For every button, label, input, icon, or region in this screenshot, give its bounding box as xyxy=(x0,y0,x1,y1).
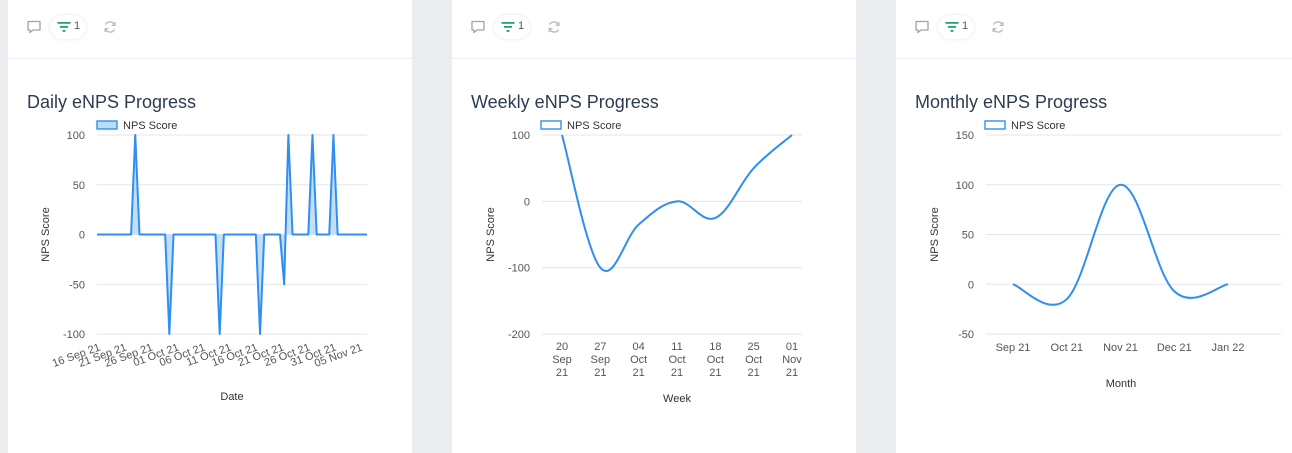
x-tick-label: Oct 21 xyxy=(1051,342,1083,354)
filter-button[interactable]: 1 xyxy=(50,15,86,39)
monthly-chart-card: 1 Monthly eNPS Progress 150 100 50 0 -50 NPS … xyxy=(896,0,1292,453)
x-tick-label: 21 xyxy=(594,367,606,379)
y-tick-label: 50 xyxy=(962,230,974,242)
x-axis-label: Week xyxy=(663,393,691,405)
comment-icon[interactable] xyxy=(470,19,486,35)
y-axis-label: NPS Score xyxy=(40,207,52,261)
x-tick-label: Oct xyxy=(668,354,685,366)
x-tick-label: 25 xyxy=(748,341,760,353)
legend-swatch xyxy=(96,120,118,130)
filter-count: 1 xyxy=(518,20,525,32)
x-tick-label: 20 xyxy=(556,341,568,353)
filter-icon xyxy=(57,22,71,32)
legend-label: NPS Score xyxy=(567,120,621,132)
x-tick-label: 21 xyxy=(556,367,568,379)
daily-chart-card: 1 Daily eNPS Progress 100 50 0 -50 -100 NPS S… xyxy=(8,0,412,453)
filter-button[interactable]: 1 xyxy=(494,15,530,39)
filter-icon xyxy=(945,22,959,32)
y-tick-label: -200 xyxy=(508,329,530,341)
x-tick-label: Sep xyxy=(591,354,611,366)
comment-icon[interactable] xyxy=(26,19,42,35)
x-tick-label: 21 xyxy=(671,367,683,379)
y-axis-label: NPS Score xyxy=(929,207,941,261)
x-tick-label: Oct xyxy=(707,354,724,366)
chart-title: Monthly eNPS Progress xyxy=(915,92,1108,112)
y-tick-label: 0 xyxy=(968,279,974,291)
y-tick-label: -100 xyxy=(63,329,85,341)
x-tick-label: Oct xyxy=(630,354,647,366)
card-toolbar: 1 xyxy=(896,0,1292,59)
filter-count: 1 xyxy=(962,20,969,32)
x-tick-label: Sep 21 xyxy=(996,342,1031,354)
y-tick-label: 50 xyxy=(73,180,85,192)
y-tick-label: 100 xyxy=(956,180,974,192)
chart-title: Weekly eNPS Progress xyxy=(471,92,659,112)
monthly-nps-chart: 150 100 50 0 -50 NPS Score NPS Score Sep 21 Oct … xyxy=(929,120,1281,390)
x-tick-label: Oct xyxy=(745,354,762,366)
legend-label: NPS Score xyxy=(1011,120,1065,132)
weekly-chart-card: 1 Weekly eNPS Progress 100 0 -100 -200 NPS S… xyxy=(452,0,856,453)
legend-label: NPS Score xyxy=(123,120,177,132)
y-tick-label: 0 xyxy=(524,196,530,208)
legend-swatch xyxy=(540,120,562,130)
filter-icon xyxy=(501,22,515,32)
x-tick-label: 21 xyxy=(633,367,645,379)
y-tick-label: -100 xyxy=(508,263,530,275)
chart-title: Daily eNPS Progress xyxy=(27,92,197,112)
legend-swatch xyxy=(984,120,1006,130)
filter-count: 1 xyxy=(74,20,81,32)
y-tick-label: 100 xyxy=(67,130,85,142)
x-tick-label: 21 xyxy=(748,367,760,379)
refresh-icon[interactable] xyxy=(990,19,1006,35)
comment-icon[interactable] xyxy=(914,19,930,35)
x-tick-label: 27 xyxy=(594,341,606,353)
x-axis-label: Date xyxy=(220,391,243,403)
x-tick-label: 21 xyxy=(786,367,798,379)
x-tick-label: 21 xyxy=(709,367,721,379)
series-line xyxy=(561,134,793,272)
x-tick-label: Dec 21 xyxy=(1157,342,1192,354)
x-tick-label: 01 xyxy=(786,341,798,353)
x-tick-label: Jan 22 xyxy=(1211,342,1244,354)
y-tick-label: 0 xyxy=(79,230,85,242)
x-tick-label: Nov xyxy=(782,354,802,366)
x-axis-label: Month xyxy=(1106,378,1137,390)
card-toolbar: 1 xyxy=(8,0,412,59)
x-tick-label: Nov 21 xyxy=(1103,342,1138,354)
series-area xyxy=(97,135,367,334)
y-tick-label: 150 xyxy=(956,130,974,142)
refresh-icon[interactable] xyxy=(546,19,562,35)
x-tick-label: Sep xyxy=(552,354,572,366)
x-tick-label: 11 xyxy=(671,341,682,353)
y-tick-label: -50 xyxy=(958,329,974,341)
x-tick-label: 18 xyxy=(709,341,721,353)
refresh-icon[interactable] xyxy=(102,19,118,35)
y-axis-label: NPS Score xyxy=(485,207,497,261)
filter-button[interactable]: 1 xyxy=(938,15,974,39)
card-toolbar: 1 xyxy=(452,0,856,59)
x-tick-label: 04 xyxy=(633,341,645,353)
series-line xyxy=(1012,183,1229,306)
series-line xyxy=(97,134,367,335)
y-tick-label: -50 xyxy=(69,279,85,291)
y-tick-label: 100 xyxy=(512,130,530,142)
